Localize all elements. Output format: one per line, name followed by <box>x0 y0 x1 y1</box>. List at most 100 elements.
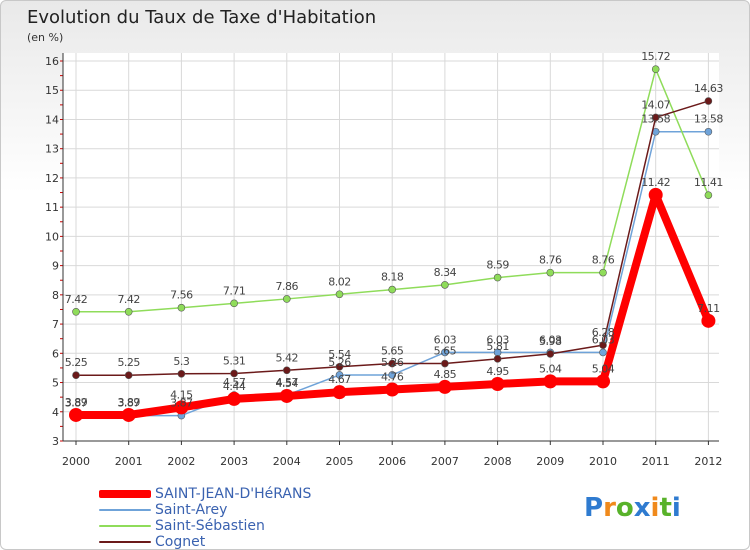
data-point <box>441 281 449 289</box>
y-tick-label: 7 <box>52 318 59 331</box>
x-tick-label: 2006 <box>378 455 406 468</box>
legend-item: Saint-Arey <box>99 502 311 518</box>
data-label: 11.42 <box>641 176 670 189</box>
data-label: 6.03 <box>592 333 615 346</box>
data-point <box>385 382 400 397</box>
legend-item: SAINT-JEAN-D'HéRANS <box>99 486 311 502</box>
data-label: 5.54 <box>328 348 351 361</box>
data-label: 4.76 <box>381 371 404 384</box>
y-tick-label: 4 <box>52 406 59 419</box>
legend-swatch <box>99 525 151 527</box>
data-point <box>335 371 344 379</box>
y-tick-label: 15 <box>45 84 59 97</box>
data-label: 7.86 <box>276 280 299 293</box>
x-tick-label: 2004 <box>273 455 301 468</box>
data-label: 7.42 <box>65 293 88 306</box>
y-tick-label: 11 <box>45 201 59 214</box>
data-point <box>335 290 344 299</box>
data-point <box>124 307 133 316</box>
data-point <box>701 313 716 328</box>
x-tick-label: 2000 <box>62 455 90 468</box>
data-label: 5.42 <box>276 351 299 364</box>
data-label: 4.57 <box>223 376 246 389</box>
data-point <box>279 388 294 403</box>
data-point <box>599 348 607 357</box>
x-tick-label: 2002 <box>167 455 195 468</box>
data-label: 5.26 <box>381 356 404 369</box>
data-label: 5.25 <box>117 356 140 369</box>
x-tick-label: 2010 <box>589 455 617 468</box>
data-point <box>599 268 607 277</box>
data-point <box>282 366 291 375</box>
data-label: 6.28 <box>592 326 615 339</box>
data-label: 8.02 <box>328 275 351 288</box>
data-label: 5.81 <box>486 340 509 353</box>
chart-title: Evolution du Taux de Taxe d'Habitation <box>27 7 377 28</box>
data-label: 8.59 <box>486 259 509 272</box>
data-point <box>704 191 713 199</box>
data-point <box>124 371 133 380</box>
data-point <box>227 391 242 406</box>
data-label: 3.87 <box>117 397 140 410</box>
data-label: 3.87 <box>65 397 88 410</box>
x-tick-label: 2009 <box>536 455 564 468</box>
data-point <box>72 307 80 316</box>
data-label: 14.63 <box>694 82 723 95</box>
data-point <box>441 359 449 368</box>
data-label: 4.95 <box>486 365 509 378</box>
legend-label: Saint-Sébastien <box>155 518 265 534</box>
data-label: 15.72 <box>641 50 670 63</box>
legend-swatch <box>99 541 151 543</box>
data-label: 8.18 <box>381 271 404 284</box>
data-label: 4.44 <box>223 380 246 393</box>
data-point <box>230 369 238 378</box>
data-point <box>543 374 558 389</box>
data-label: 4.54 <box>276 377 299 390</box>
data-point <box>599 341 607 349</box>
legend-item: Cognet <box>99 534 311 549</box>
data-label: 5.31 <box>223 354 246 367</box>
proxiti-logo: Proxiti <box>584 493 681 523</box>
chart-unit-label: (en %) <box>27 31 64 44</box>
data-point <box>335 362 344 371</box>
data-label: 7.56 <box>170 289 193 302</box>
data-point <box>437 379 452 394</box>
data-point <box>282 295 291 303</box>
data-label: 4.15 <box>170 388 193 401</box>
legend-label: Saint-Arey <box>155 502 228 518</box>
data-label: 4.57 <box>276 376 299 389</box>
data-point <box>651 65 660 73</box>
data-point <box>174 400 189 415</box>
x-tick-label: 2001 <box>115 455 143 468</box>
data-point <box>493 355 502 363</box>
data-label: 14.07 <box>641 98 670 111</box>
x-tick-label: 2012 <box>694 455 722 468</box>
x-tick-label: 2008 <box>484 455 512 468</box>
data-point <box>69 407 83 422</box>
y-tick-label: 3 <box>52 435 59 448</box>
data-label: 6.03 <box>486 333 509 346</box>
data-point <box>648 187 663 202</box>
data-label: 11.41 <box>694 176 723 189</box>
data-label: 7.71 <box>223 284 246 297</box>
y-tick-label: 9 <box>52 260 59 273</box>
data-point <box>493 273 502 282</box>
data-point <box>596 374 610 389</box>
data-label: 8.76 <box>539 254 562 267</box>
y-tick-label: 16 <box>45 55 59 68</box>
y-tick-label: 13 <box>45 143 59 156</box>
data-point <box>704 97 713 105</box>
y-tick-label: 12 <box>45 172 59 185</box>
chart-legend: SAINT-JEAN-D'HéRANS Saint-Arey Saint-Sébas… <box>99 486 311 549</box>
data-label: 8.76 <box>592 254 615 267</box>
legend-item: Saint-Sébastien <box>99 518 311 534</box>
data-point <box>388 285 397 294</box>
data-label: 8.34 <box>434 266 457 279</box>
data-point <box>704 127 713 136</box>
data-point <box>230 299 238 308</box>
data-point <box>177 303 186 312</box>
data-point <box>490 377 505 391</box>
data-point <box>177 369 186 378</box>
data-label: 5.04 <box>539 362 562 375</box>
legend-swatch <box>99 509 151 511</box>
